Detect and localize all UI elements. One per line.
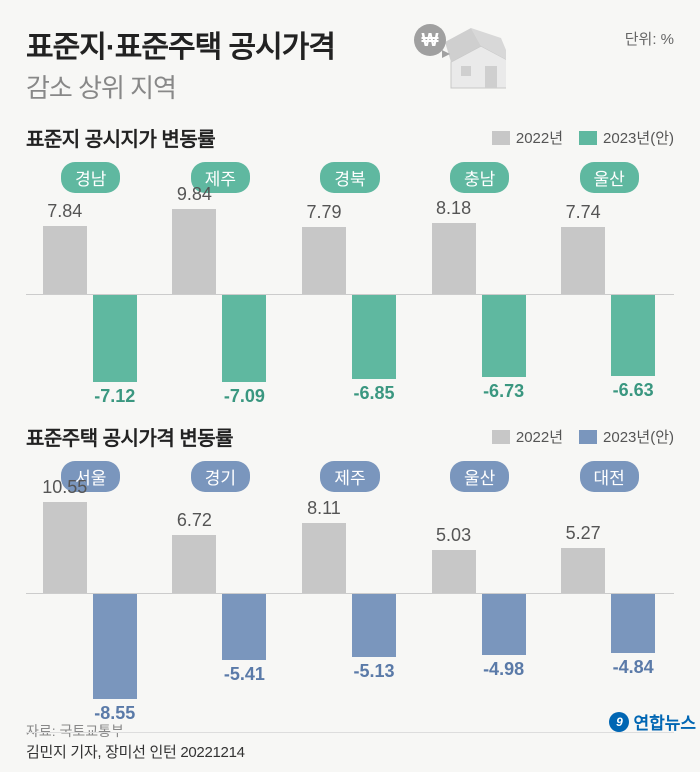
bar-group: 8.18 -6.73 bbox=[420, 199, 540, 404]
value-2022: 5.27 bbox=[553, 523, 613, 544]
value-2022: 6.72 bbox=[164, 510, 224, 531]
bar-group: 8.11 -5.13 bbox=[290, 498, 410, 703]
chart-head: 표준주택 공시가격 변동률 2022년 2023년(안) bbox=[26, 422, 674, 451]
region-pill: 울산 bbox=[580, 162, 639, 193]
swatch-icon bbox=[579, 430, 597, 444]
chart-2: 표준주택 공시가격 변동률 2022년 2023년(안) 서울경기제주울산대전 … bbox=[26, 422, 674, 703]
page-title: 표준지·표준주택 공시가격 bbox=[26, 22, 674, 66]
bar-2022: 8.18 bbox=[432, 223, 476, 294]
region-pill: 제주 bbox=[320, 461, 379, 492]
value-2023: -4.84 bbox=[603, 657, 663, 678]
bar-group: 5.27 -4.84 bbox=[549, 498, 669, 703]
bar-group: 9.84 -7.09 bbox=[160, 199, 280, 404]
value-2023: -7.09 bbox=[214, 386, 274, 407]
bar-2022: 7.79 bbox=[302, 227, 346, 294]
bar-group: 7.84 -7.12 bbox=[31, 199, 151, 404]
bar-2022: 5.03 bbox=[432, 550, 476, 593]
logo-glyph: 9 bbox=[609, 712, 629, 732]
region-pill: 경기 bbox=[191, 461, 250, 492]
credits: 김민지 기자, 장미선 인턴 20221214 bbox=[26, 741, 245, 762]
bar-2022: 9.84 bbox=[172, 209, 216, 294]
legend-2022: 2022년 bbox=[492, 127, 563, 148]
bar-2023: -6.63 bbox=[611, 295, 655, 376]
legend-2022: 2022년 bbox=[492, 426, 563, 447]
page-subtitle: 감소 상위 지역 bbox=[26, 68, 674, 105]
svg-text:₩: ₩ bbox=[422, 30, 439, 50]
legend: 2022년 2023년(안) bbox=[492, 426, 674, 447]
bar-2023: -4.84 bbox=[611, 594, 655, 653]
swatch-icon bbox=[492, 131, 510, 145]
bar-2022: 6.72 bbox=[172, 535, 216, 593]
bar-2022: 7.74 bbox=[561, 227, 605, 294]
value-2023: -8.55 bbox=[85, 703, 145, 724]
value-2023: -6.63 bbox=[603, 380, 663, 401]
logo-text: 연합뉴스 bbox=[633, 709, 696, 734]
value-2023: -5.41 bbox=[214, 664, 274, 685]
value-2022: 7.74 bbox=[553, 202, 613, 223]
bar-group: 7.74 -6.63 bbox=[549, 199, 669, 404]
region-pills: 경남제주경북충남울산 bbox=[26, 162, 674, 193]
value-2022: 8.11 bbox=[294, 498, 354, 519]
value-2022: 8.18 bbox=[424, 198, 484, 219]
value-2023: -5.13 bbox=[344, 661, 404, 682]
value-2022: 10.55 bbox=[35, 477, 95, 498]
bars-area: 10.55 -8.55 6.72 -5.41 8.11 -5.1 bbox=[26, 498, 674, 703]
bar-2023: -5.41 bbox=[222, 594, 266, 660]
value-2023: -6.73 bbox=[474, 381, 534, 402]
value-2022: 7.84 bbox=[35, 201, 95, 222]
value-2023: -6.85 bbox=[344, 383, 404, 404]
bar-group: 10.55 -8.55 bbox=[31, 498, 151, 703]
legend-label: 2022년 bbox=[516, 426, 563, 447]
value-2022: 5.03 bbox=[424, 525, 484, 546]
header: 표준지·표준주택 공시가격 감소 상위 지역 단위: % ₩ bbox=[26, 22, 674, 105]
bar-2023: -8.55 bbox=[93, 594, 137, 699]
bar-2023: -7.12 bbox=[93, 295, 137, 382]
legend-label: 2023년(안) bbox=[603, 127, 674, 148]
bar-2022: 8.11 bbox=[302, 523, 346, 593]
footer: 김민지 기자, 장미선 인턴 20221214 bbox=[26, 732, 674, 762]
house-icon: ₩ bbox=[396, 18, 506, 103]
value-2023: -7.12 bbox=[85, 386, 145, 407]
legend-label: 2022년 bbox=[516, 127, 563, 148]
bar-2023: -6.73 bbox=[482, 295, 526, 377]
bar-2022: 10.55 bbox=[43, 502, 87, 593]
bar-group: 7.79 -6.85 bbox=[290, 199, 410, 404]
chart-title: 표준주택 공시가격 변동률 bbox=[26, 422, 233, 451]
legend-label: 2023년(안) bbox=[603, 426, 674, 447]
bar-2022: 5.27 bbox=[561, 548, 605, 594]
region-pill: 경북 bbox=[320, 162, 379, 193]
region-pill: 울산 bbox=[450, 461, 509, 492]
bar-2022: 7.84 bbox=[43, 226, 87, 294]
region-pill: 경남 bbox=[61, 162, 120, 193]
swatch-icon bbox=[579, 131, 597, 145]
legend: 2022년 2023년(안) bbox=[492, 127, 674, 148]
region-pill: 충남 bbox=[450, 162, 509, 193]
bar-2023: -6.85 bbox=[352, 295, 396, 379]
yonhap-logo: 9 연합뉴스 bbox=[609, 709, 696, 734]
bar-group: 5.03 -4.98 bbox=[420, 498, 540, 703]
legend-2023: 2023년(안) bbox=[579, 127, 674, 148]
value-2022: 7.79 bbox=[294, 202, 354, 223]
bar-2023: -5.13 bbox=[352, 594, 396, 657]
chart-title: 표준지 공시지가 변동률 bbox=[26, 123, 215, 152]
legend-2023: 2023년(안) bbox=[579, 426, 674, 447]
value-2022: 9.84 bbox=[164, 184, 224, 205]
chart-1: 표준지 공시지가 변동률 2022년 2023년(안) 경남제주경북충남울산 7… bbox=[26, 123, 674, 404]
region-pill: 대전 bbox=[580, 461, 639, 492]
region-pills: 서울경기제주울산대전 bbox=[26, 461, 674, 492]
bars-area: 7.84 -7.12 9.84 -7.09 7.79 -6.85 bbox=[26, 199, 674, 404]
bar-2023: -7.09 bbox=[222, 295, 266, 382]
bar-2023: -4.98 bbox=[482, 594, 526, 655]
bar-group: 6.72 -5.41 bbox=[160, 498, 280, 703]
unit-label: 단위: % bbox=[625, 28, 674, 49]
swatch-icon bbox=[492, 430, 510, 444]
value-2023: -4.98 bbox=[474, 659, 534, 680]
chart-head: 표준지 공시지가 변동률 2022년 2023년(안) bbox=[26, 123, 674, 152]
